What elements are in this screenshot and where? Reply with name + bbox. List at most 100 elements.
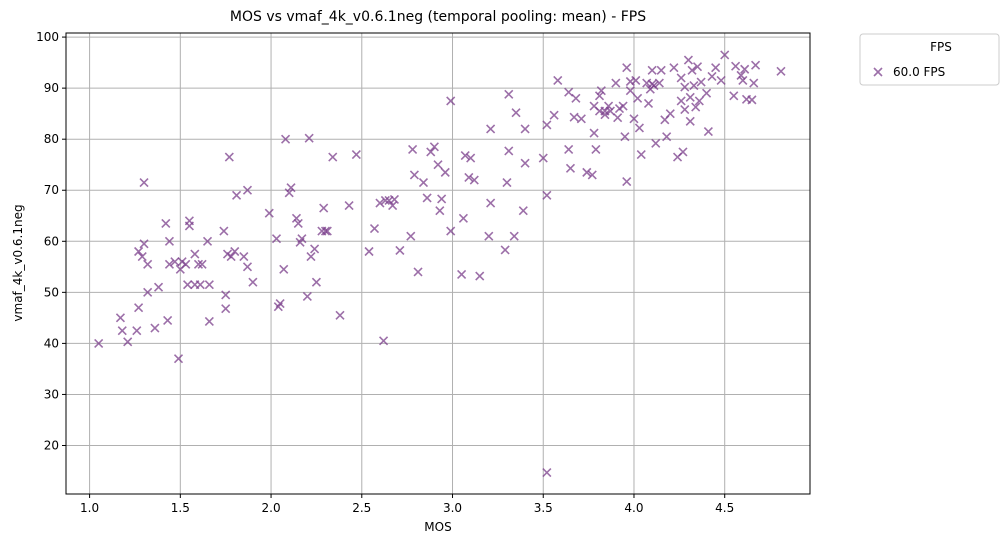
chart-title: MOS vs vmaf_4k_v0.6.1neg (temporal pooli… [230, 9, 646, 25]
data-point [137, 252, 147, 262]
y-tick-label: 40 [44, 336, 59, 350]
data-point [542, 120, 552, 130]
data-point [433, 160, 443, 170]
data-point [426, 147, 436, 157]
data-point [248, 277, 258, 287]
data-point [692, 62, 703, 72]
data-point [665, 109, 675, 119]
data-points [94, 50, 786, 478]
legend: FPS 60.0 FPS [859, 33, 1000, 86]
data-point [571, 93, 581, 103]
data-point [703, 126, 713, 137]
data-point [633, 93, 643, 103]
data-point [750, 60, 761, 70]
data-point [611, 78, 621, 88]
data-point [622, 63, 632, 73]
data-point [466, 153, 476, 163]
legend-marker-icon [873, 67, 883, 77]
data-point [716, 75, 726, 86]
data-point [634, 123, 644, 133]
data-point [319, 203, 329, 213]
data-point [464, 172, 474, 183]
data-point [656, 65, 666, 75]
data-point [649, 81, 659, 91]
data-point [380, 195, 390, 206]
data-point [618, 101, 628, 111]
data-point [242, 262, 253, 272]
x-tick-label: 2.0 [262, 501, 281, 515]
data-point [281, 134, 291, 144]
data-point [408, 144, 418, 154]
data-point [375, 198, 385, 208]
y-tick-label: 50 [44, 285, 59, 299]
data-point [647, 65, 657, 75]
data-point [117, 326, 127, 336]
data-point [143, 287, 153, 297]
data-point [687, 65, 697, 75]
x-tick-label: 4.0 [624, 501, 643, 515]
data-point [500, 245, 510, 255]
data-point [629, 114, 639, 124]
data-point [181, 259, 191, 269]
data-point [738, 75, 748, 86]
data-point [683, 55, 693, 65]
data-point [696, 77, 706, 87]
data-point [740, 64, 750, 74]
data-point [504, 89, 514, 99]
data-point [680, 82, 690, 92]
data-point [636, 149, 646, 160]
data-point [587, 170, 597, 180]
data-point [702, 88, 712, 98]
data-point [418, 178, 429, 188]
data-point [553, 75, 563, 86]
data-point [123, 337, 133, 347]
data-point [457, 269, 467, 280]
data-point [328, 152, 338, 162]
data-point [264, 208, 274, 218]
y-tick-label: 80 [44, 132, 59, 146]
y-tick-label: 30 [44, 387, 59, 401]
data-point [193, 259, 204, 269]
data-point [643, 98, 654, 109]
plot-frame [65, 32, 811, 495]
data-point [170, 257, 180, 267]
data-point [620, 132, 630, 142]
data-point [676, 96, 686, 106]
data-point [320, 226, 331, 236]
data-point [232, 190, 242, 200]
data-point [435, 206, 445, 216]
data-point [271, 234, 282, 244]
data-point [161, 218, 171, 228]
y-tick-label: 20 [44, 439, 59, 453]
data-point [569, 112, 579, 122]
data-point [369, 223, 380, 234]
data-point [226, 252, 236, 262]
data-point [195, 280, 205, 290]
data-point [776, 66, 786, 76]
x-tick-label: 1.5 [171, 501, 190, 515]
data-point [219, 226, 229, 236]
data-point [311, 277, 321, 287]
data-point [625, 86, 635, 96]
data-point [239, 252, 249, 262]
data-point [613, 113, 623, 123]
data-point [344, 200, 354, 211]
data-point [622, 176, 632, 187]
y-tick-label: 60 [44, 234, 59, 248]
data-point [542, 467, 552, 478]
x-axis-label: MOS [424, 520, 451, 534]
data-point [389, 194, 400, 204]
legend-marker-x [873, 67, 883, 77]
data-point [153, 282, 164, 292]
data-point [594, 91, 605, 101]
data-point [115, 313, 126, 323]
data-point [669, 63, 679, 73]
data-point [364, 246, 374, 257]
data-point [604, 101, 614, 111]
data-point [310, 244, 320, 254]
legend-title: FPS [930, 40, 952, 54]
data-point [143, 259, 153, 269]
data-point [582, 167, 592, 177]
legend-entry-label: 60.0 FPS [893, 65, 945, 79]
data-point [413, 267, 423, 277]
